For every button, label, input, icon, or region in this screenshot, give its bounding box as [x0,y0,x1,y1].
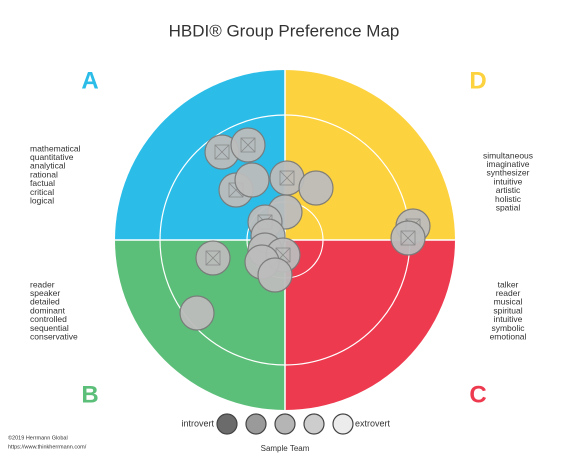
trait-word: speaker [30,288,60,298]
quadrant-letter: B [81,381,98,408]
trait-word: rational [30,169,58,179]
trait-word: talker [498,279,519,289]
person-icon [400,230,416,246]
person-icon [205,250,221,266]
copyright: ©2019 Herrmann Global [8,434,68,441]
labels: Amathematicalquantitativeanalyticalratio… [30,67,533,408]
people [179,127,431,331]
trait-word: analytical [30,161,66,171]
trait-word: emotional [490,331,527,341]
quadrant-letter: A [81,67,98,94]
person-icon [205,250,221,266]
quadrant-letter: D [469,67,486,94]
legend-right: extrovert [355,418,391,428]
team-name: Sample Team [261,444,310,453]
person-marker [234,162,270,198]
trait-word: reader [30,279,55,289]
legend-swatch [274,413,296,435]
person-icon [214,144,230,160]
person-icon [240,137,256,153]
trait-word: holistic [495,194,522,204]
title: HBDI® Group Preference Map [169,21,400,40]
person-icon [400,230,416,246]
trait-word: intuitive [494,314,523,324]
person-marker [257,257,293,293]
person-icon [214,144,230,160]
legend-swatch [303,413,325,435]
trait-word: symbolic [491,323,525,333]
trait-word: critical [30,187,54,197]
trait-word: simultaneous [483,150,533,160]
url: https://www.thinkherrmann.com/ [8,444,87,450]
person-icon [240,137,256,153]
legend-swatch [245,413,267,435]
quadrant-c [285,240,455,410]
trait-word: artistic [496,185,521,195]
trait-word: quantitative [30,152,74,162]
trait-word: synthesizer [487,168,530,178]
person-marker [179,295,215,331]
trait-word: sequential [30,323,69,333]
trait-word: dominant [30,305,66,315]
trait-word: imaginative [487,159,530,169]
person-icon [279,170,295,186]
legend-left: introvert [181,418,214,428]
trait-word: controlled [30,314,67,324]
trait-word: intuitive [494,176,523,186]
legend-swatch [216,413,238,435]
person-marker [298,170,334,206]
trait-word: spatial [496,202,521,212]
trait-word: musical [494,297,523,307]
trait-word: logical [30,195,54,205]
trait-word: detailed [30,297,60,307]
trait-word: factual [30,178,55,188]
trait-word: spiritual [493,305,522,315]
legend-swatch [332,413,354,435]
trait-word: conservative [30,331,78,341]
trait-word: mathematical [30,143,81,153]
quadrant-letter: C [469,381,486,408]
legend: introvert extrovert [181,413,391,435]
trait-word: reader [496,288,521,298]
person-icon [279,170,295,186]
